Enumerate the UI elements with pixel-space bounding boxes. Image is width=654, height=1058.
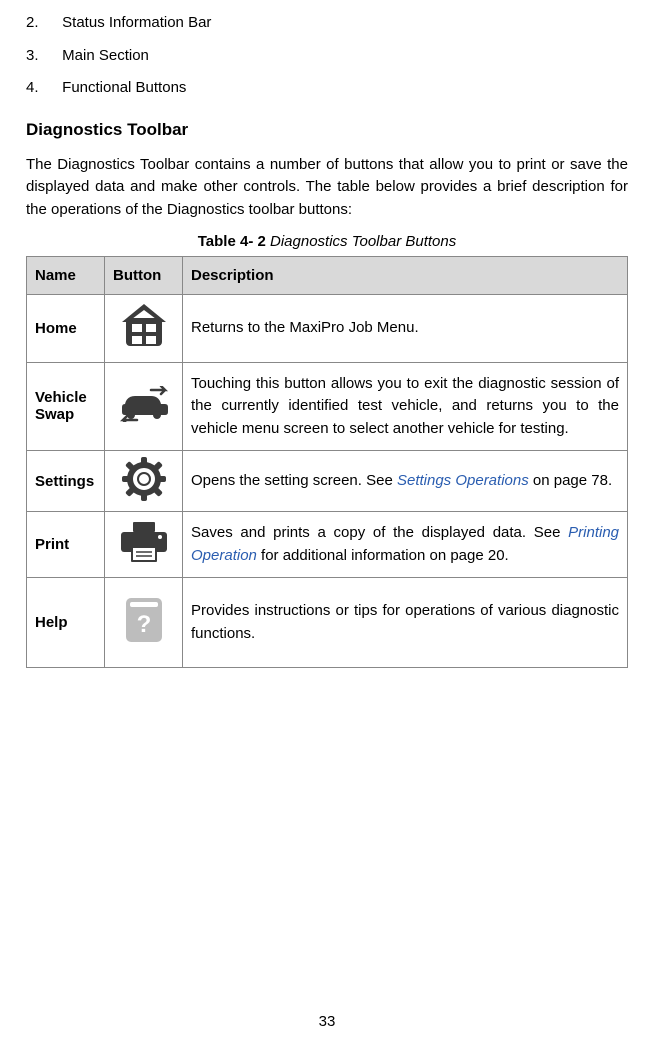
list-item-number: 4.	[26, 77, 58, 100]
row-icon-cell: ?	[105, 578, 183, 668]
row-name: Help	[27, 578, 105, 668]
table-row: Settings	[27, 451, 628, 512]
table-caption: Table 4- 2 Diagnostics Toolbar Buttons	[26, 233, 628, 250]
table-row: Vehicle Swap Touching this button allows…	[27, 362, 628, 451]
page-number: 33	[0, 1013, 654, 1030]
vehicle-swap-icon	[117, 386, 171, 426]
help-icon: ?	[124, 598, 164, 648]
list-item-text: Functional Buttons	[62, 79, 186, 96]
desc-link[interactable]: Settings Operations	[397, 472, 529, 489]
settings-icon	[122, 457, 166, 505]
row-icon-cell	[105, 362, 183, 451]
print-icon	[119, 522, 169, 568]
list-item-text: Status Information Bar	[62, 14, 211, 31]
desc-text-post: for additional information on page 20.	[257, 547, 509, 564]
table-caption-title: Diagnostics Toolbar Buttons	[266, 233, 456, 250]
row-description: Returns to the MaxiPro Job Menu.	[183, 295, 628, 363]
table-header-row: Name Button Description	[27, 257, 628, 295]
list-item: 2. Status Information Bar	[26, 12, 628, 35]
desc-text-pre: Opens the setting screen. See	[191, 472, 397, 489]
list-item: 4. Functional Buttons	[26, 77, 628, 100]
row-icon-cell	[105, 512, 183, 578]
table-row: Home Returns to the MaxiPro Job Menu.	[27, 295, 628, 363]
svg-text:?: ?	[136, 611, 151, 638]
numbered-list: 2. Status Information Bar 3. Main Sectio…	[26, 12, 628, 100]
list-item-number: 3.	[26, 45, 58, 68]
list-item-number: 2.	[26, 12, 58, 35]
toolbar-buttons-table: Name Button Description Home	[26, 256, 628, 668]
table-caption-label: Table 4- 2	[198, 233, 266, 250]
row-description: Provides instructions or tips for operat…	[183, 578, 628, 668]
row-name: Print	[27, 512, 105, 578]
row-name: Home	[27, 295, 105, 363]
row-icon-cell	[105, 295, 183, 363]
table-header-button: Button	[105, 257, 183, 295]
section-heading: Diagnostics Toolbar	[26, 120, 628, 140]
row-name: Settings	[27, 451, 105, 512]
row-icon-cell	[105, 451, 183, 512]
list-item-text: Main Section	[62, 47, 149, 64]
home-icon	[120, 304, 168, 352]
list-item: 3. Main Section	[26, 45, 628, 68]
row-name: Vehicle Swap	[27, 362, 105, 451]
row-description: Touching this button allows you to exit …	[183, 362, 628, 451]
table-row: Help ? Provides instructions or tips for…	[27, 578, 628, 668]
desc-text-post: on page 78.	[529, 472, 612, 489]
intro-paragraph: The Diagnostics Toolbar contains a numbe…	[26, 154, 628, 222]
table-header-description: Description	[183, 257, 628, 295]
desc-text-pre: Saves and prints a copy of the displayed…	[191, 524, 568, 541]
row-description: Opens the setting screen. See Settings O…	[183, 451, 628, 512]
table-header-name: Name	[27, 257, 105, 295]
table-row: Print Saves and prints a copy of the dis	[27, 512, 628, 578]
row-description: Saves and prints a copy of the displayed…	[183, 512, 628, 578]
